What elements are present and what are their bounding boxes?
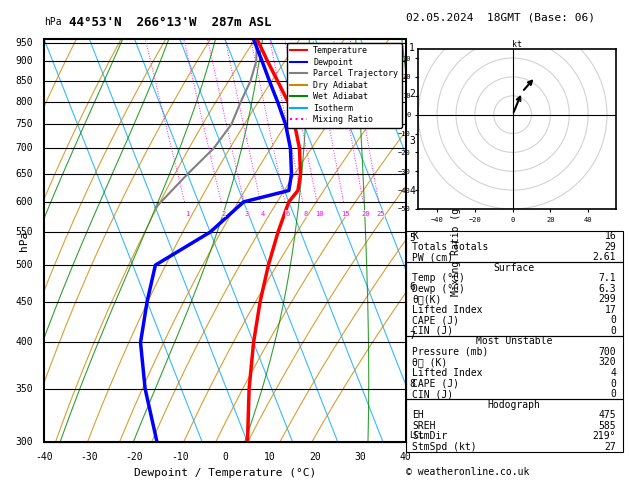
Text: 25: 25: [377, 210, 385, 217]
Text: 40: 40: [400, 452, 411, 462]
Text: 17: 17: [604, 305, 616, 315]
Text: 0: 0: [610, 389, 616, 399]
Text: 1: 1: [186, 210, 189, 217]
Text: 10: 10: [315, 210, 323, 217]
Text: 2.61: 2.61: [593, 252, 616, 262]
Text: 700: 700: [16, 143, 33, 154]
Bar: [406, 399, 623, 452]
Bar: [406, 262, 623, 336]
Text: 700: 700: [599, 347, 616, 357]
Text: 750: 750: [16, 120, 33, 129]
X-axis label: kt: kt: [513, 40, 522, 49]
Text: 475: 475: [599, 410, 616, 420]
Text: 950: 950: [16, 37, 33, 48]
Text: Hodograph: Hodograph: [487, 399, 541, 410]
Text: CIN (J): CIN (J): [412, 326, 454, 336]
Text: 299: 299: [599, 295, 616, 304]
Text: 4: 4: [610, 368, 616, 378]
Text: 4: 4: [409, 186, 415, 195]
Text: θᴇ (K): θᴇ (K): [412, 358, 447, 367]
Text: 650: 650: [16, 169, 33, 179]
Text: Pressure (mb): Pressure (mb): [412, 347, 489, 357]
Bar: [406, 336, 623, 399]
Text: SREH: SREH: [412, 421, 436, 431]
Text: 3: 3: [409, 136, 415, 146]
Text: 3: 3: [245, 210, 248, 217]
Text: -30: -30: [81, 452, 98, 462]
Text: θᴇ(K): θᴇ(K): [412, 295, 442, 304]
Text: 44°53'N  266°13'W  287m ASL: 44°53'N 266°13'W 287m ASL: [69, 16, 272, 29]
Text: Lifted Index: Lifted Index: [412, 368, 482, 378]
Text: CAPE (J): CAPE (J): [412, 379, 459, 388]
Text: 27: 27: [604, 442, 616, 451]
Text: 600: 600: [16, 197, 33, 207]
Text: Dewp (°C): Dewp (°C): [412, 284, 465, 294]
Text: 550: 550: [16, 227, 33, 237]
Bar: [406, 231, 623, 262]
Text: -40: -40: [35, 452, 53, 462]
Text: 15: 15: [342, 210, 350, 217]
Text: 850: 850: [16, 76, 33, 86]
Text: 20: 20: [361, 210, 370, 217]
Text: 2: 2: [409, 88, 415, 99]
Text: Mixing Ratio (g/kg): Mixing Ratio (g/kg): [452, 185, 461, 296]
Text: 29: 29: [604, 242, 616, 252]
Text: 900: 900: [16, 56, 33, 66]
Text: CIN (J): CIN (J): [412, 389, 454, 399]
Text: -10: -10: [171, 452, 189, 462]
Text: 2: 2: [222, 210, 226, 217]
Text: 400: 400: [16, 337, 33, 347]
Text: StmDir: StmDir: [412, 431, 447, 441]
Text: 6.3: 6.3: [599, 284, 616, 294]
Text: 10: 10: [264, 452, 276, 462]
Text: 1: 1: [409, 43, 415, 53]
Text: Totals Totals: Totals Totals: [412, 242, 489, 252]
Text: 0: 0: [610, 326, 616, 336]
Text: 30: 30: [355, 452, 366, 462]
Text: 16: 16: [604, 231, 616, 241]
Text: © weatheronline.co.uk: © weatheronline.co.uk: [406, 467, 529, 477]
Text: -20: -20: [126, 452, 143, 462]
Text: 4: 4: [261, 210, 265, 217]
Text: StmSpd (kt): StmSpd (kt): [412, 442, 477, 451]
Text: Surface: Surface: [494, 263, 535, 273]
Text: 0: 0: [610, 379, 616, 388]
Text: 8: 8: [303, 210, 308, 217]
Text: 7.1: 7.1: [599, 273, 616, 283]
Text: 350: 350: [16, 384, 33, 394]
Text: 450: 450: [16, 296, 33, 307]
Text: LCL: LCL: [409, 431, 425, 440]
Legend: Temperature, Dewpoint, Parcel Trajectory, Dry Adiabat, Wet Adiabat, Isotherm, Mi: Temperature, Dewpoint, Parcel Trajectory…: [287, 43, 401, 128]
Text: hPa: hPa: [19, 230, 29, 251]
Text: CAPE (J): CAPE (J): [412, 315, 459, 325]
Text: 02.05.2024  18GMT (Base: 06): 02.05.2024 18GMT (Base: 06): [406, 12, 594, 22]
Text: 800: 800: [16, 97, 33, 107]
Text: 8: 8: [409, 379, 415, 389]
Text: K: K: [412, 231, 418, 241]
Text: 20: 20: [309, 452, 321, 462]
Text: 320: 320: [599, 358, 616, 367]
Text: 6: 6: [285, 210, 289, 217]
Text: 0: 0: [610, 315, 616, 325]
Text: 219°: 219°: [593, 431, 616, 441]
Text: Most Unstable: Most Unstable: [476, 336, 552, 347]
Text: 5: 5: [409, 233, 415, 243]
Text: 7: 7: [409, 330, 415, 341]
Text: 585: 585: [599, 421, 616, 431]
Text: Dewpoint / Temperature (°C): Dewpoint / Temperature (°C): [134, 469, 316, 479]
Text: Lifted Index: Lifted Index: [412, 305, 482, 315]
Text: EH: EH: [412, 410, 424, 420]
Text: PW (cm): PW (cm): [412, 252, 454, 262]
Text: 0: 0: [222, 452, 228, 462]
Text: km
ASL: km ASL: [420, 51, 438, 72]
Text: 300: 300: [16, 437, 33, 447]
Text: hPa: hPa: [44, 17, 62, 27]
Text: 500: 500: [16, 260, 33, 270]
Text: 6: 6: [409, 282, 415, 292]
Text: Temp (°C): Temp (°C): [412, 273, 465, 283]
